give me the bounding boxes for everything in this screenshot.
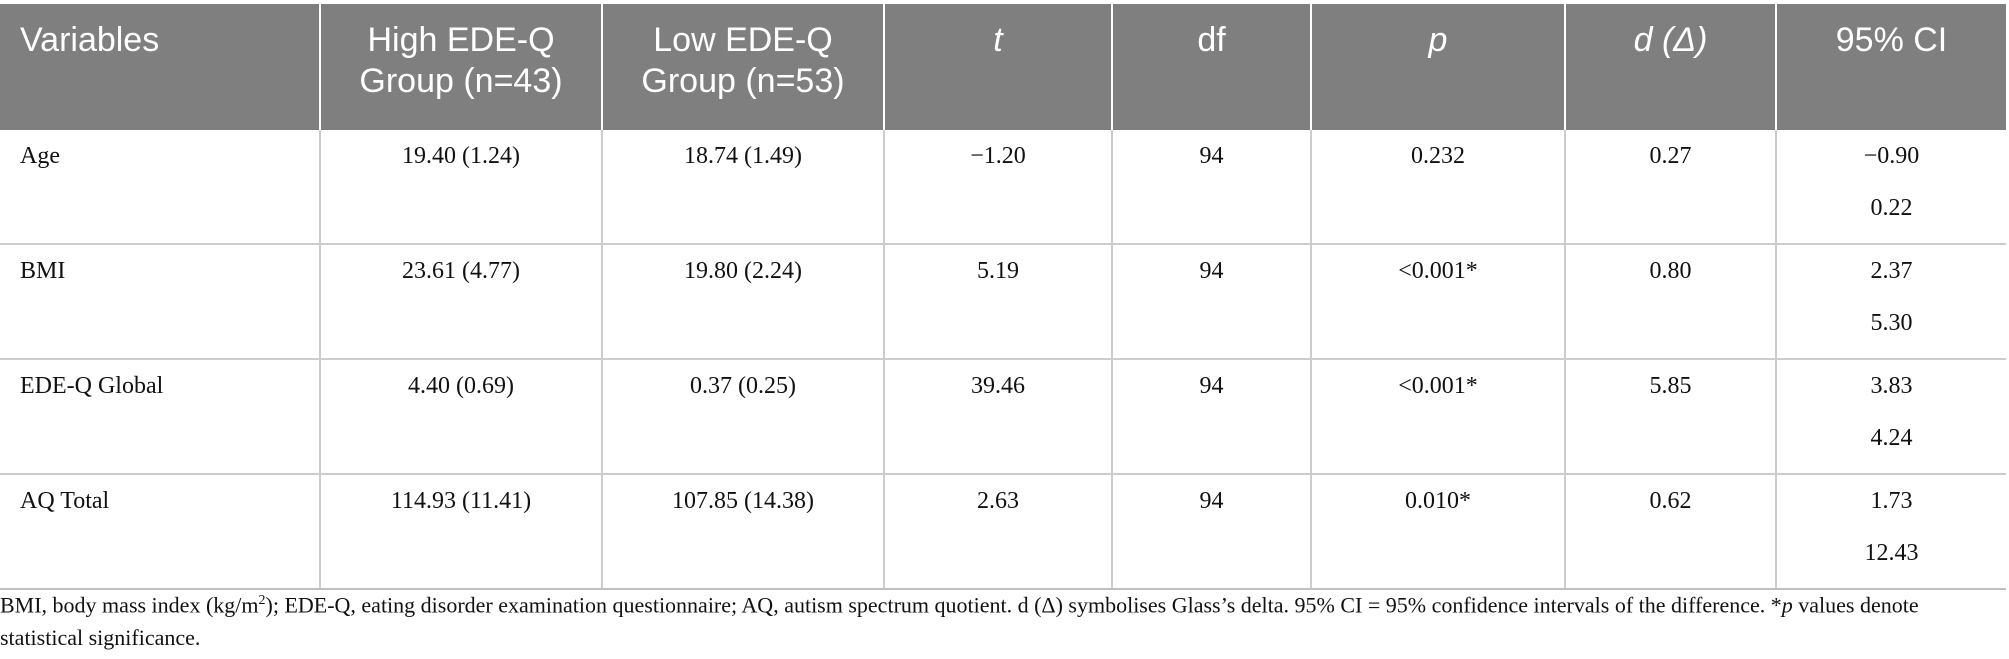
cell-t: 5.19 [883,244,1112,360]
ci-upper: 5.30 [1870,310,1913,336]
cell-high: 114.93 (11.41) [319,474,602,590]
footnote-part2: ); EDE-Q, eating disorder examination qu… [265,592,1782,618]
header-p: p [1310,4,1565,130]
cell-ci: 2.37 5.30 [1775,244,2006,360]
table-row: BMI 23.61 (4.77) 19.80 (2.24) 5.19 94 <0… [0,244,2006,360]
header-row: Variables High EDE-Q Group (n=43) Low ED… [0,4,2006,130]
footnote-superscript: 2 [258,593,266,608]
cell-low: 107.85 (14.38) [601,474,884,590]
cell-variable: EDE-Q Global [0,359,320,475]
cell-low: 18.74 (1.49) [601,130,884,245]
ci-lower: 3.83 [1870,373,1913,399]
table-row: EDE-Q Global 4.40 (0.69) 0.37 (0.25) 39.… [0,359,2006,475]
header-df: df [1111,4,1311,130]
results-table: Variables High EDE-Q Group (n=43) Low ED… [0,4,2006,590]
cell-t: 2.63 [883,474,1112,590]
cell-high: 23.61 (4.77) [319,244,602,360]
cell-df: 94 [1111,130,1311,245]
cell-d: 0.27 [1564,130,1776,245]
cell-p: <0.001* [1310,244,1565,360]
table-row: AQ Total 114.93 (11.41) 107.85 (14.38) 2… [0,474,2006,590]
header-d: d (Δ) [1564,4,1776,130]
cell-d: 0.80 [1564,244,1776,360]
header-d-text: d (Δ) [1633,21,1708,59]
cell-variable: AQ Total [0,474,320,590]
ci-lower: 1.73 [1870,488,1913,514]
ci-lower: 2.37 [1870,258,1913,284]
header-t: t [883,4,1112,130]
header-p-text: p [1428,21,1448,59]
footnote-part1: BMI, body mass index (kg/m [0,592,259,618]
cell-t: −1.20 [883,130,1112,245]
cell-p: 0.232 [1310,130,1565,245]
ci-upper: 0.22 [1870,195,1913,221]
header-high-edeq: High EDE-Q Group (n=43) [319,4,602,130]
cell-high: 4.40 (0.69) [319,359,602,475]
header-t-text: t [993,21,1003,59]
ci-upper: 4.24 [1870,425,1913,451]
cell-ci: −0.90 0.22 [1775,130,2006,245]
cell-p: 0.010* [1310,474,1565,590]
cell-df: 94 [1111,359,1311,475]
cell-df: 94 [1111,244,1311,360]
cell-low: 19.80 (2.24) [601,244,884,360]
cell-d: 0.62 [1564,474,1776,590]
cell-low: 0.37 (0.25) [601,359,884,475]
header-low-edeq: Low EDE-Q Group (n=53) [601,4,884,130]
cell-df: 94 [1111,474,1311,590]
header-variables: Variables [0,4,320,130]
cell-d: 5.85 [1564,359,1776,475]
cell-ci: 1.73 12.43 [1775,474,2006,590]
cell-variable: Age [0,130,320,245]
cell-ci: 3.83 4.24 [1775,359,2006,475]
footnote-part3: values denote statistical significance. [0,592,1919,651]
footnote-p-italic: p [1781,592,1793,618]
header-ci: 95% CI [1775,4,2006,130]
table-footnote: BMI, body mass index (kg/m2); EDE-Q, eat… [0,584,2000,654]
table-row: Age 19.40 (1.24) 18.74 (1.49) −1.20 94 0… [0,130,2006,245]
cell-high: 19.40 (1.24) [319,130,602,245]
ci-upper: 12.43 [1864,540,1919,566]
cell-variable: BMI [0,244,320,360]
cell-p: <0.001* [1310,359,1565,475]
ci-lower: −0.90 [1863,143,1920,169]
cell-t: 39.46 [883,359,1112,475]
